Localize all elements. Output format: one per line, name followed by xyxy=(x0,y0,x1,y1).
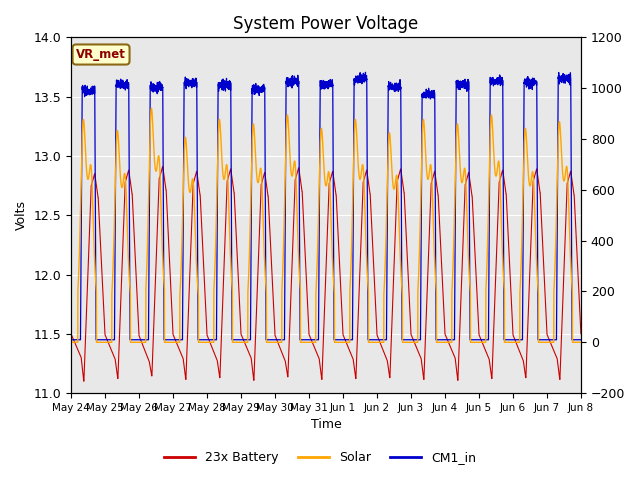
Text: VR_met: VR_met xyxy=(76,48,126,61)
CM1_in xyxy=(469,337,477,343)
23x Battery xyxy=(469,210,477,216)
23x Battery xyxy=(159,165,166,170)
Solar xyxy=(577,339,585,345)
X-axis label: Time: Time xyxy=(310,419,341,432)
Solar xyxy=(440,339,448,345)
23x Battery xyxy=(577,321,584,327)
CM1_in xyxy=(159,85,166,91)
Line: 23x Battery: 23x Battery xyxy=(71,167,581,381)
CM1_in xyxy=(67,337,75,343)
CM1_in xyxy=(577,337,584,343)
Solar xyxy=(412,339,420,345)
CM1_in xyxy=(307,337,314,343)
Line: CM1_in: CM1_in xyxy=(71,72,581,340)
23x Battery xyxy=(307,336,315,342)
Solar xyxy=(159,257,166,263)
23x Battery xyxy=(80,378,88,384)
Line: Solar: Solar xyxy=(71,108,581,342)
Y-axis label: Volts: Volts xyxy=(15,200,28,230)
Legend: 23x Battery, Solar, CM1_in: 23x Battery, Solar, CM1_in xyxy=(159,446,481,469)
Solar xyxy=(307,339,314,345)
CM1_in xyxy=(577,337,585,343)
CM1_in xyxy=(412,337,420,343)
23x Battery xyxy=(159,164,166,169)
Solar xyxy=(577,339,584,345)
Solar xyxy=(67,339,75,345)
Solar xyxy=(469,339,477,345)
23x Battery xyxy=(440,314,448,320)
CM1_in xyxy=(362,70,369,75)
CM1_in xyxy=(440,337,448,343)
23x Battery xyxy=(577,331,585,336)
23x Battery xyxy=(67,331,75,336)
Title: System Power Voltage: System Power Voltage xyxy=(234,15,419,33)
23x Battery xyxy=(412,343,420,349)
Solar xyxy=(148,106,156,111)
